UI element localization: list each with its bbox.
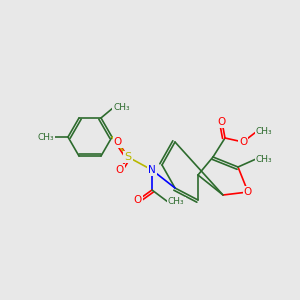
Text: O: O	[114, 137, 122, 147]
Text: O: O	[134, 195, 142, 205]
Text: CH₃: CH₃	[168, 197, 184, 206]
Text: O: O	[239, 137, 247, 147]
Text: CH₃: CH₃	[38, 133, 54, 142]
Text: O: O	[244, 187, 252, 197]
Text: CH₃: CH₃	[256, 154, 273, 164]
Text: S: S	[124, 152, 132, 162]
Text: CH₃: CH₃	[256, 128, 273, 136]
Text: O: O	[116, 165, 124, 175]
Text: N: N	[148, 165, 156, 175]
Text: O: O	[218, 117, 226, 127]
Text: CH₃: CH₃	[113, 103, 130, 112]
